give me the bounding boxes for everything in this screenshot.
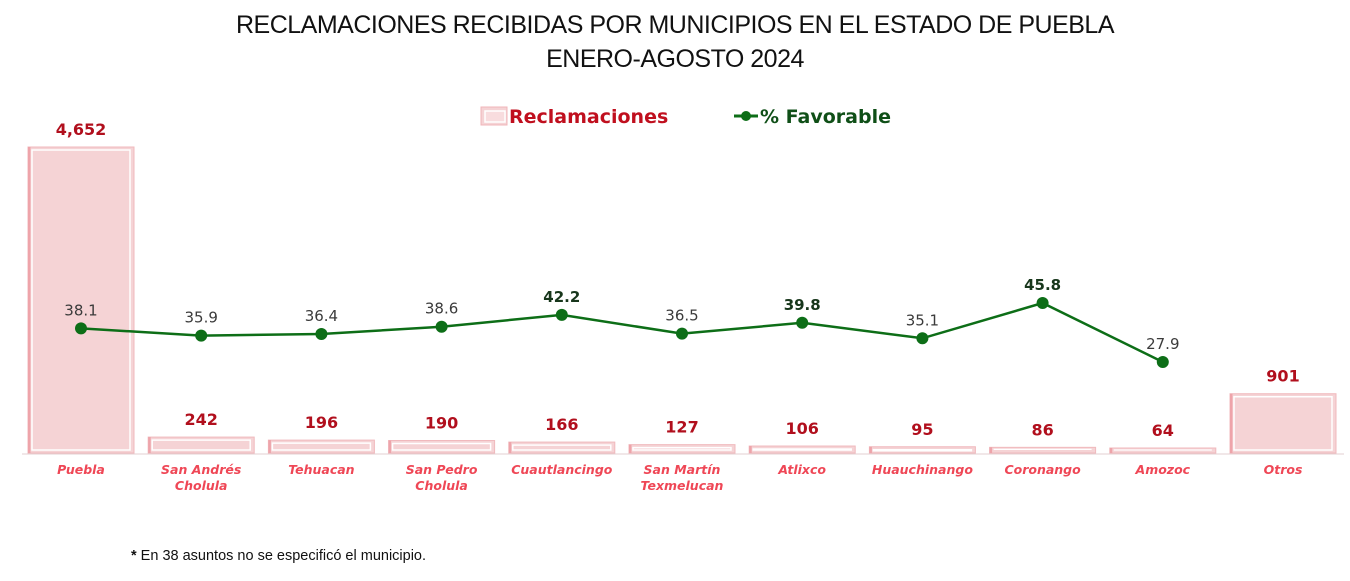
category-label: Atlixco [777, 462, 826, 477]
bar [868, 446, 976, 454]
bar-bevel [872, 449, 973, 452]
category-label: Amozoc [1135, 462, 1191, 477]
favorable-point [555, 308, 568, 321]
category-label: San Martín [644, 462, 721, 477]
legend: Reclamaciones % Favorable [480, 106, 891, 128]
bar-edge [629, 444, 632, 453]
favorable-value-label: 35.1 [906, 311, 939, 329]
category-label: Huauchinango [872, 462, 973, 477]
bar-edge [148, 437, 151, 453]
bar-bevel [31, 149, 131, 451]
chart-subtitle: ENERO-AGOSTO 2024 [546, 45, 804, 73]
bar [27, 146, 135, 454]
favorable-value-label: 38.1 [64, 301, 97, 319]
bar-body [989, 446, 1097, 454]
bar-value-label: 196 [305, 413, 338, 432]
bar-value-label: 242 [184, 410, 217, 429]
bar [1229, 393, 1337, 454]
bar-body [1229, 393, 1337, 454]
footnote-marker: * [131, 548, 137, 564]
legend-label-reclamaciones: Reclamaciones [509, 106, 668, 128]
favorable-point [676, 327, 688, 340]
category-label: Cuautlancingo [511, 462, 613, 477]
favorable-value-label: 35.9 [184, 309, 217, 327]
category-label: Tehuacan [288, 462, 354, 477]
bar-bevel [632, 446, 732, 451]
bar-edge [1109, 448, 1113, 453]
chart-title: RECLAMACIONES RECIBIDAS POR MUNICIPIOS E… [235, 11, 1115, 39]
bar-value-label: 4,652 [56, 120, 107, 139]
legend-swatch-favorable [734, 111, 758, 121]
bar [748, 445, 856, 454]
favorable-value-label: 27.9 [1146, 335, 1179, 353]
category-label: Coronango [1004, 462, 1081, 477]
favorable-point [75, 322, 87, 335]
favorable-point [916, 332, 929, 345]
bar-value-label: 86 [1031, 420, 1053, 439]
bar-body [508, 441, 616, 454]
bar-bevel [1233, 395, 1333, 451]
footnote-text: En 38 asuntos no se especificó el munici… [136, 548, 427, 564]
bar-bevel [271, 442, 372, 451]
favorable-value-label: 45.8 [1024, 276, 1061, 294]
legend-swatch-reclamaciones [480, 106, 508, 126]
favorable-value-label: 36.4 [305, 307, 338, 325]
favorable-value-label: 36.5 [665, 307, 698, 325]
footnote: * En 38 asuntos no se especificó el muni… [131, 548, 426, 564]
bar-bevel [151, 439, 251, 451]
category-label: San Andrés [161, 462, 241, 477]
legend-label-favorable: % Favorable [760, 106, 891, 128]
favorable-point [315, 327, 328, 340]
bar-value-label: 166 [545, 415, 578, 434]
bar-value-label: 190 [425, 414, 458, 433]
bar-body [27, 146, 135, 454]
bar [147, 436, 255, 454]
favorable-point [1036, 297, 1049, 309]
bar-edge [388, 440, 392, 453]
category-label: Texmelucan [641, 478, 724, 493]
favorable-point [435, 320, 448, 333]
favorable-point [1156, 356, 1169, 368]
bar-edge [28, 147, 31, 453]
bar-edge [508, 442, 512, 453]
bar-value-label: 64 [1152, 421, 1174, 440]
bar [388, 440, 496, 454]
category-label: Cholula [415, 478, 468, 493]
bar-edge [1230, 393, 1233, 453]
bar-bevel [512, 444, 612, 451]
bar-edge [989, 447, 993, 453]
favorable-value-label: 42.2 [543, 288, 580, 306]
favorable-value-label: 39.8 [784, 296, 821, 314]
category-label: Puebla [57, 462, 105, 477]
bar-edge [268, 440, 271, 453]
bar [1109, 447, 1217, 454]
bar [267, 439, 375, 454]
bar [508, 441, 616, 454]
category-label: Otros [1264, 462, 1303, 477]
bar-edge [749, 446, 752, 453]
favorable-point [195, 329, 208, 342]
bar-body [267, 439, 375, 454]
favorable-line [80, 301, 1164, 364]
bar-bevel [752, 448, 852, 451]
favorable-point [796, 316, 809, 329]
bar-value-label: 95 [911, 420, 933, 439]
bar-value-label: 106 [785, 419, 818, 438]
bar [628, 444, 736, 454]
category-label: San Pedro [406, 462, 478, 477]
category-label: Cholula [175, 478, 228, 493]
favorable-value-label: 38.6 [425, 300, 458, 318]
bar [989, 446, 1097, 454]
bar-body [388, 440, 496, 454]
chart-area: Reclamaciones % Favorable 4,652 242 196 190… [22, 106, 1344, 493]
bar-value-label: 127 [665, 418, 698, 437]
bar-value-label: 901 [1266, 367, 1299, 386]
bar-body [628, 444, 736, 454]
bar-edge [869, 446, 872, 453]
bar-bevel [391, 442, 492, 451]
